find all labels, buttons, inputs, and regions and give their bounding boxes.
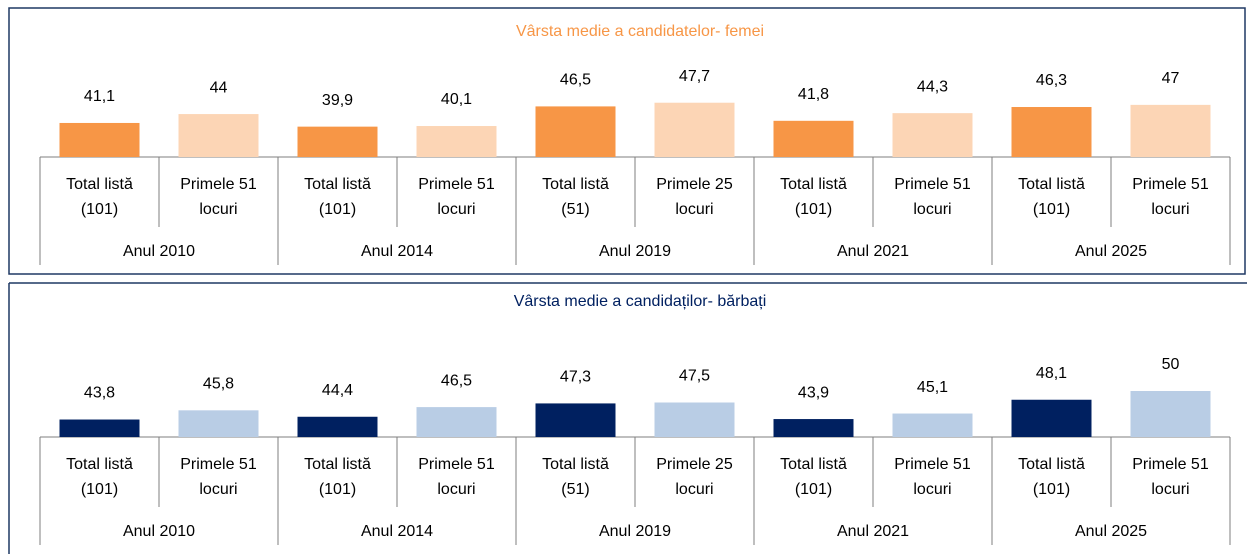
x-tick-label: Total listă bbox=[1018, 456, 1085, 473]
x-tick-label: Total listă bbox=[66, 176, 133, 193]
value-label: 45,1 bbox=[917, 379, 948, 396]
x-tick-label: Total listă bbox=[304, 176, 371, 193]
x-tick-label: Primele 51 bbox=[894, 456, 971, 473]
value-label: 39,9 bbox=[322, 92, 353, 109]
value-label: 41,8 bbox=[798, 86, 829, 103]
value-label: 47 bbox=[1162, 70, 1180, 87]
group-label: Anul 2021 bbox=[837, 523, 909, 540]
x-tick-label: Primele 51 bbox=[180, 176, 257, 193]
x-tick-label: Total listă bbox=[304, 456, 371, 473]
x-tick-label: locuri bbox=[199, 201, 237, 218]
bar bbox=[892, 113, 973, 157]
bar bbox=[416, 126, 497, 157]
bar bbox=[1011, 399, 1092, 437]
group-label: Anul 2025 bbox=[1075, 523, 1147, 540]
x-tick-label: (101) bbox=[795, 481, 832, 498]
value-label: 48,1 bbox=[1036, 365, 1067, 382]
bar bbox=[1130, 391, 1211, 437]
value-label: 45,8 bbox=[203, 376, 234, 393]
bar bbox=[654, 102, 735, 157]
x-tick-label: locuri bbox=[437, 201, 475, 218]
value-label: 46,3 bbox=[1036, 72, 1067, 89]
bar bbox=[892, 413, 973, 437]
x-tick-label: locuri bbox=[437, 481, 475, 498]
group-label: Anul 2014 bbox=[361, 523, 433, 540]
value-label: 44 bbox=[210, 79, 228, 96]
x-tick-label: Primele 51 bbox=[1132, 456, 1209, 473]
x-tick-label: Primele 51 bbox=[180, 456, 257, 473]
value-label: 43,8 bbox=[84, 385, 115, 402]
x-tick-label: locuri bbox=[199, 481, 237, 498]
x-tick-label: locuri bbox=[675, 201, 713, 218]
x-tick-label: locuri bbox=[913, 201, 951, 218]
x-tick-label: (101) bbox=[319, 201, 356, 218]
bar bbox=[59, 419, 140, 437]
group-label: Anul 2010 bbox=[123, 243, 195, 260]
chart-title: Vârsta medie a candidaților- bărbați bbox=[514, 293, 767, 310]
group-label: Anul 2019 bbox=[599, 523, 671, 540]
chart-title: Vârsta medie a candidatelor- femei bbox=[516, 23, 764, 40]
bar bbox=[535, 403, 616, 437]
value-label: 44,3 bbox=[917, 78, 948, 95]
x-tick-label: locuri bbox=[1151, 201, 1189, 218]
x-tick-label: Total listă bbox=[542, 456, 609, 473]
x-tick-label: (51) bbox=[561, 201, 589, 218]
value-label: 47,5 bbox=[679, 368, 710, 385]
x-tick-label: Total listă bbox=[542, 176, 609, 193]
x-tick-label: locuri bbox=[675, 481, 713, 498]
group-label: Anul 2019 bbox=[599, 243, 671, 260]
x-tick-label: Primele 51 bbox=[1132, 176, 1209, 193]
x-tick-label: (101) bbox=[319, 481, 356, 498]
value-label: 46,5 bbox=[441, 372, 472, 389]
x-tick-label: (101) bbox=[795, 201, 832, 218]
bar bbox=[297, 126, 378, 157]
bar bbox=[178, 114, 259, 157]
group-label: Anul 2021 bbox=[837, 243, 909, 260]
value-label: 50 bbox=[1162, 356, 1180, 373]
group-label: Anul 2025 bbox=[1075, 243, 1147, 260]
group-label: Anul 2014 bbox=[361, 243, 433, 260]
x-tick-label: (101) bbox=[81, 201, 118, 218]
x-tick-label: (101) bbox=[1033, 481, 1070, 498]
x-tick-label: Primele 51 bbox=[418, 456, 495, 473]
x-tick-label: Primele 25 bbox=[656, 456, 733, 473]
bar bbox=[535, 106, 616, 157]
value-label: 43,9 bbox=[798, 384, 829, 401]
bar bbox=[1011, 107, 1092, 157]
bar bbox=[297, 416, 378, 437]
value-label: 41,1 bbox=[84, 88, 115, 105]
x-tick-label: locuri bbox=[1151, 481, 1189, 498]
x-tick-label: Total listă bbox=[66, 456, 133, 473]
value-label: 46,5 bbox=[560, 72, 591, 89]
value-label: 44,4 bbox=[322, 382, 353, 399]
x-tick-label: (101) bbox=[1033, 201, 1070, 218]
bar bbox=[654, 402, 735, 437]
bar bbox=[416, 407, 497, 437]
x-tick-label: (101) bbox=[81, 481, 118, 498]
bar bbox=[1130, 104, 1211, 157]
bar bbox=[773, 120, 854, 157]
value-label: 47,3 bbox=[560, 369, 591, 386]
group-label: Anul 2010 bbox=[123, 523, 195, 540]
value-label: 40,1 bbox=[441, 91, 472, 108]
panel-frame bbox=[8, 7, 1246, 275]
bar bbox=[773, 419, 854, 437]
x-tick-label: Total listă bbox=[780, 456, 847, 473]
x-tick-label: Primele 51 bbox=[894, 176, 971, 193]
x-tick-label: Primele 51 bbox=[418, 176, 495, 193]
x-tick-label: Total listă bbox=[1018, 176, 1085, 193]
value-label: 47,7 bbox=[679, 68, 710, 85]
x-tick-label: locuri bbox=[913, 481, 951, 498]
bar bbox=[59, 122, 140, 157]
bar bbox=[178, 410, 259, 437]
x-tick-label: (51) bbox=[561, 481, 589, 498]
x-tick-label: Total listă bbox=[780, 176, 847, 193]
x-tick-label: Primele 25 bbox=[656, 176, 733, 193]
